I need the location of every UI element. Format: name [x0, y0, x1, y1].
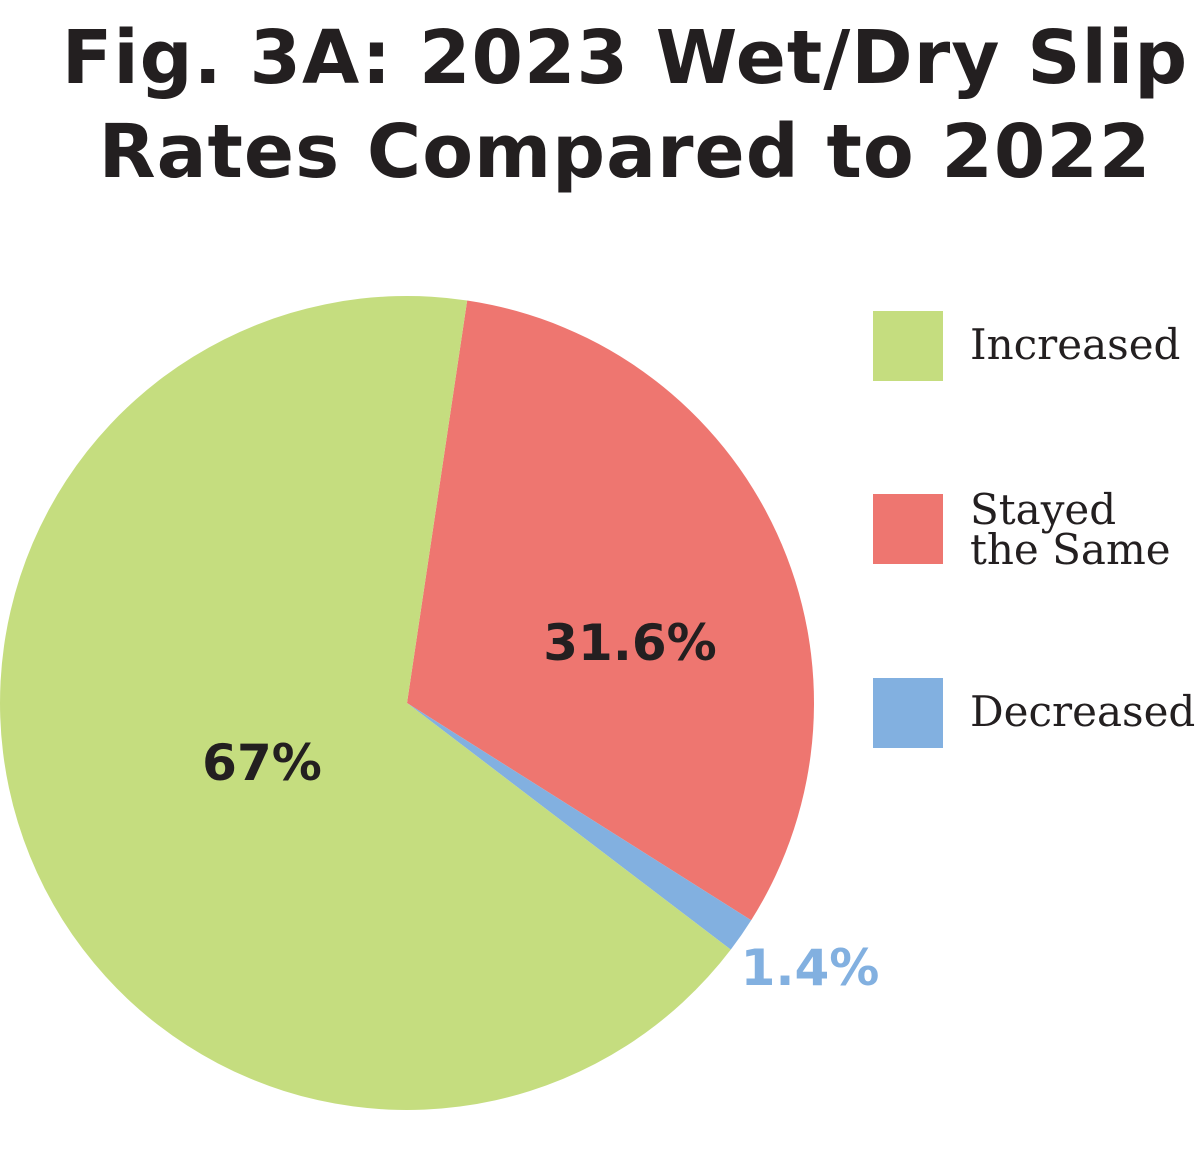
legend-swatch-decreased: [873, 678, 943, 748]
legend-label-stayed-the-same-line-2: the Same: [970, 525, 1171, 574]
slice-label-increased: 67%: [202, 734, 322, 792]
chart-title: Fig. 3A: 2023 Wet/Dry Slip Rates Compare…: [62, 15, 1188, 195]
pie-slice-increased: [0, 295, 731, 1110]
legend-swatch-increased: [873, 311, 943, 381]
pie-slice-decreased: [407, 703, 752, 950]
chart-title-line-1: Fig. 3A: 2023 Wet/Dry Slip: [62, 15, 1188, 101]
legend-label-stayed-the-same-line-1: Stayed: [970, 485, 1116, 534]
legend-item-increased: Increased: [873, 311, 1180, 381]
slice-label-stayed-the-same: 31.6%: [543, 614, 716, 672]
pie-slice-stayed-the-same: [407, 300, 814, 921]
slice-label-decreased: 1.4%: [741, 939, 880, 997]
legend-label-increased: Increased: [970, 320, 1180, 369]
pie-slices: [0, 295, 814, 1110]
legend-item-decreased: Decreased: [873, 678, 1195, 748]
legend-swatch-stayed-the-same: [873, 494, 943, 564]
chart-title-line-2: Rates Compared to 2022: [99, 109, 1152, 195]
legend-label-decreased: Decreased: [970, 687, 1195, 736]
pie-slice-labels: 67% 31.6% 1.4%: [202, 614, 879, 997]
